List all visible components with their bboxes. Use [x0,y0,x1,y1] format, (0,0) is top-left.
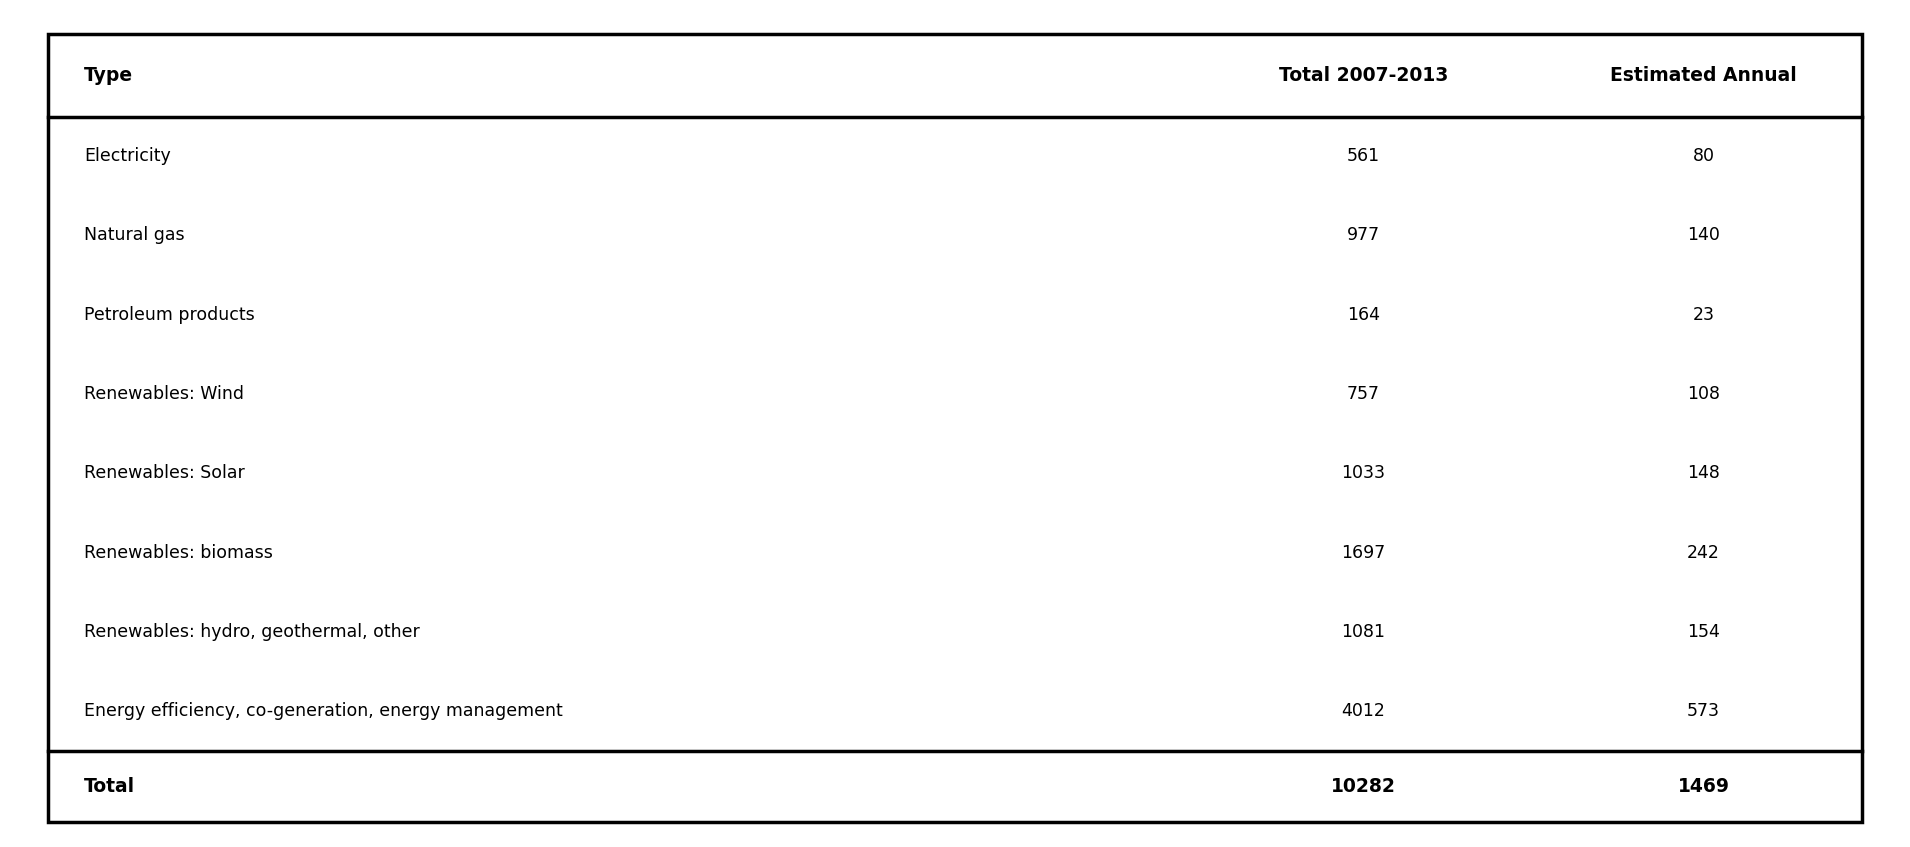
Text: Estimated Annual: Estimated Annual [1610,66,1797,85]
Text: 1697: 1697 [1341,544,1385,562]
Text: 757: 757 [1347,385,1379,403]
Text: Petroleum products: Petroleum products [84,306,254,324]
Text: 140: 140 [1687,226,1719,245]
Text: Renewables: biomass: Renewables: biomass [84,544,273,562]
Text: 1033: 1033 [1341,464,1385,482]
Text: 23: 23 [1692,306,1715,324]
Text: Total 2007-2013: Total 2007-2013 [1278,66,1448,85]
Text: 1081: 1081 [1341,623,1385,641]
Text: 154: 154 [1687,623,1719,641]
Text: Natural gas: Natural gas [84,226,185,245]
Text: 977: 977 [1347,226,1379,245]
Text: 561: 561 [1347,147,1379,165]
Text: 573: 573 [1687,702,1721,720]
Text: 1469: 1469 [1677,777,1729,795]
Text: Renewables: hydro, geothermal, other: Renewables: hydro, geothermal, other [84,623,420,641]
Text: Renewables: Wind: Renewables: Wind [84,385,244,403]
Text: Renewables: Solar: Renewables: Solar [84,464,244,482]
Text: 164: 164 [1347,306,1379,324]
Text: 242: 242 [1687,544,1719,562]
Text: 80: 80 [1692,147,1715,165]
Text: 108: 108 [1687,385,1721,403]
Text: Energy efficiency, co-generation, energy management: Energy efficiency, co-generation, energy… [84,702,563,720]
Text: 10282: 10282 [1331,777,1396,795]
Text: Electricity: Electricity [84,147,170,165]
Text: 148: 148 [1687,464,1719,482]
Text: Total: Total [84,777,136,795]
Text: 4012: 4012 [1341,702,1385,720]
Text: Type: Type [84,66,134,85]
